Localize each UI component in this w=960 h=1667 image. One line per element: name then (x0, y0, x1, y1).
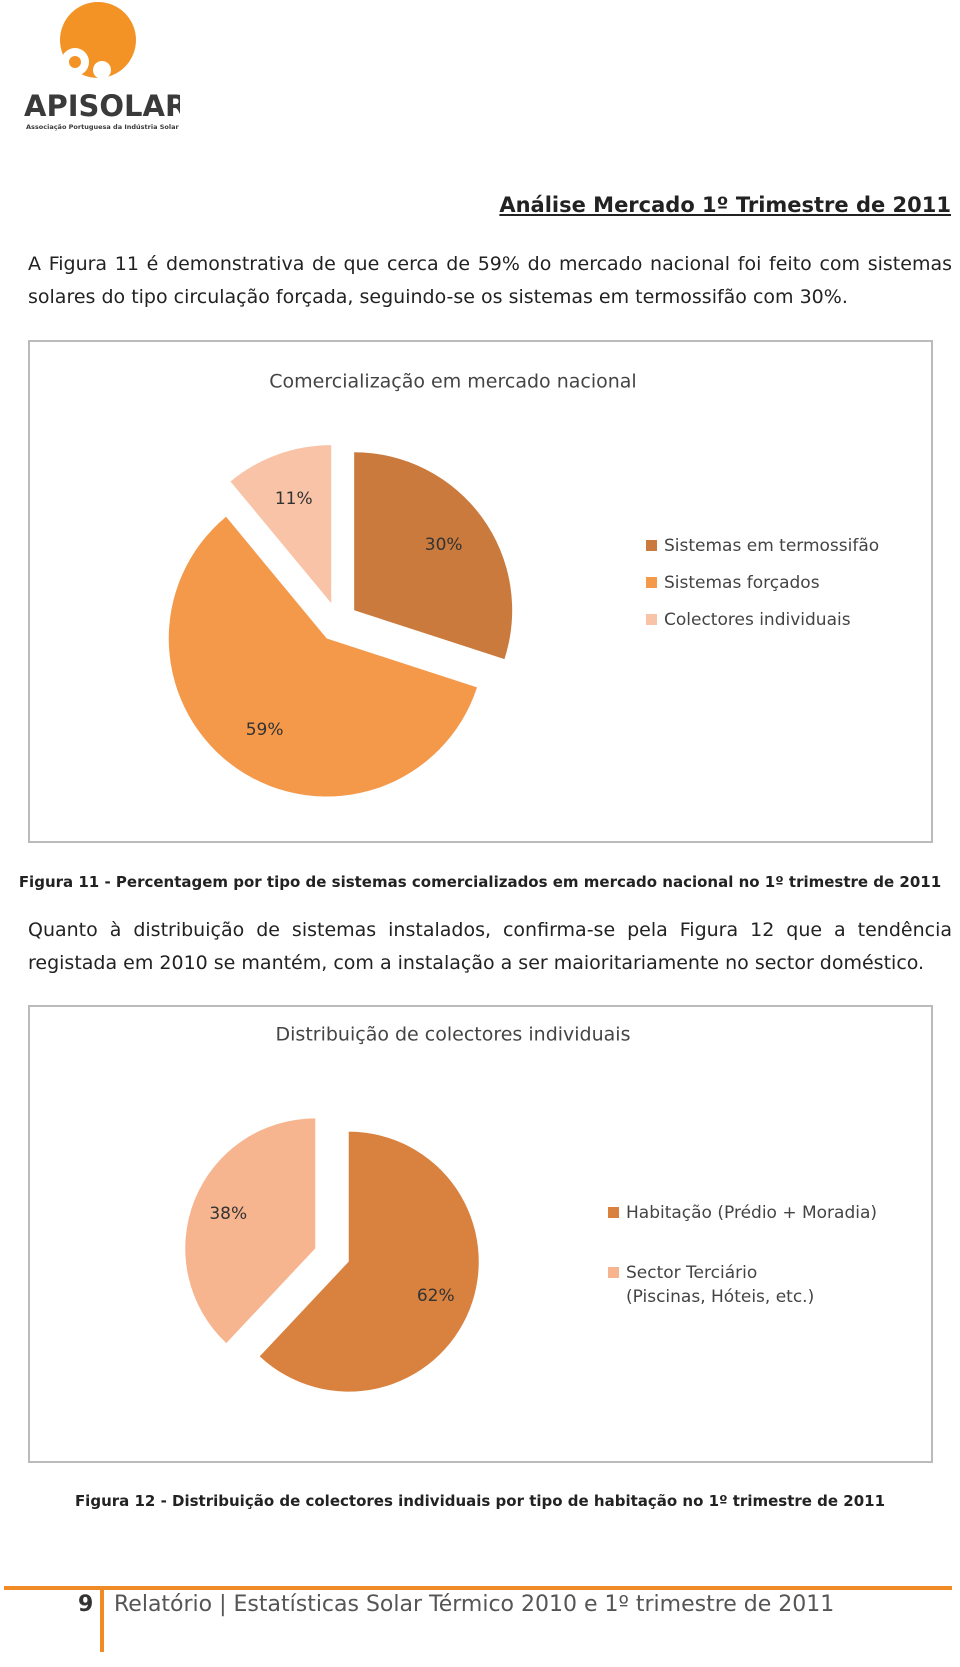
data-label: 30% (425, 535, 463, 555)
data-label: 11% (275, 489, 313, 509)
chart: Comercialização em mercado nacional 30% Si… (168, 371, 879, 797)
legend-label: Habitação (Prédio + Moradia) (626, 1203, 877, 1223)
logo-gear-hole (69, 56, 81, 68)
legend-label: Sector Terciário (Piscinas, Hóteis, etc.) (626, 1263, 814, 1307)
paragraph: Quanto à distribuição de sistemas instal… (28, 919, 952, 974)
data-label: 62% (417, 1286, 455, 1306)
chart-frame (28, 340, 933, 843)
pie-slice (259, 1131, 479, 1392)
footer-rule (4, 1586, 952, 1590)
legend-swatch (646, 540, 657, 551)
legend-label: Sistemas forçados (664, 573, 820, 593)
logo-subtitle: Associação Portuguesa da Indústria Solar (26, 123, 179, 131)
pie-slice (168, 516, 478, 797)
pie-slice (185, 1118, 316, 1344)
data-label: 59% (246, 720, 284, 740)
section-title: Análise Mercado 1º Trimestre de 2011 (499, 193, 951, 217)
logo-text: APISOLAR (24, 89, 180, 123)
footer-bar (100, 1590, 104, 1652)
chart-title: Comercialização em mercado nacional (269, 371, 636, 393)
chart: Distribuição de colectores individuais 62… (185, 1024, 877, 1392)
legend-swatch (646, 577, 657, 588)
legend-swatch (608, 1207, 619, 1218)
logo-gear (93, 61, 111, 79)
page-number: 9 (78, 1592, 94, 1617)
legend-label: Sistemas em termossifão (664, 536, 879, 556)
legend-swatch (608, 1267, 619, 1278)
caption: Figura 11 - Percentagem por tipo de sist… (18, 873, 942, 891)
logo: APISOLAR Associação Portuguesa da Indúst… (24, 2, 180, 131)
paragraph: A Figura 11 é demonstrativa de que cerca… (28, 253, 952, 308)
legend-swatch (646, 614, 657, 625)
pie-slice (354, 452, 513, 660)
chart-title: Distribuição de colectores individuais (276, 1024, 631, 1046)
chart-frame (28, 1005, 933, 1463)
pie-slice (230, 445, 332, 604)
legend-label: Colectores individuais (664, 610, 851, 630)
data-label: 38% (209, 1204, 247, 1224)
caption: Figura 12 - Distribuição de colectores i… (74, 1492, 886, 1510)
footer-text: Relatório | Estatísticas Solar Térmico 2… (114, 1592, 835, 1617)
